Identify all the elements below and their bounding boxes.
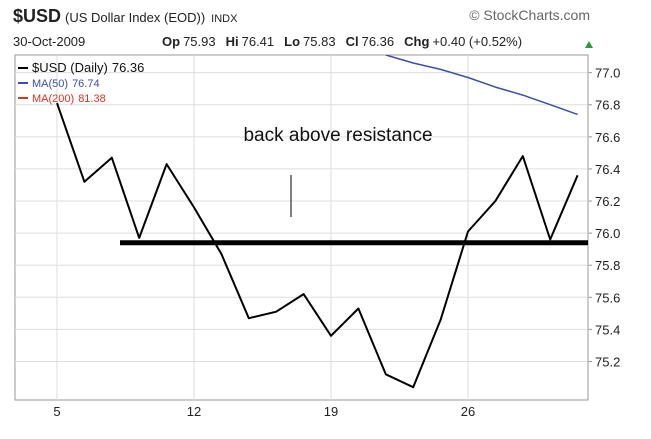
series-line bbox=[56, 102, 579, 389]
quote-value: 75.93 bbox=[183, 34, 216, 49]
legend-name: MA(50) bbox=[32, 78, 68, 90]
plot bbox=[56, 55, 588, 389]
x-tick-label: 12 bbox=[187, 404, 201, 419]
header-line: $USD (US Dollar Index (EOD)) INDX bbox=[13, 6, 238, 26]
symbol: $USD bbox=[13, 6, 61, 26]
plot-frame bbox=[14, 54, 589, 401]
y-tick-label: 76.0 bbox=[595, 226, 620, 241]
y-tick-label: 75.2 bbox=[595, 354, 620, 369]
legend-value: 81.38 bbox=[78, 93, 106, 105]
y-tick-label: 75.8 bbox=[595, 258, 620, 273]
quote-label: Op bbox=[162, 34, 180, 49]
y-tick-label: 76.8 bbox=[595, 98, 620, 113]
source: © StockCharts.com bbox=[469, 7, 590, 23]
x-tick-label: 5 bbox=[53, 404, 60, 419]
quote-value: 75.83 bbox=[303, 34, 336, 49]
annotation: back above resistance bbox=[243, 125, 432, 146]
y-tick-label: 76.6 bbox=[595, 130, 620, 145]
up-arrow bbox=[585, 41, 593, 48]
quote-label: Lo bbox=[284, 34, 300, 49]
series-line bbox=[385, 55, 578, 116]
quote-value: 76.36 bbox=[362, 34, 395, 49]
legend-value: 76.74 bbox=[72, 78, 100, 90]
quote-value: 76.41 bbox=[242, 34, 275, 49]
y-tick-label: 75.6 bbox=[595, 290, 620, 305]
y-tick-label: 76.4 bbox=[595, 162, 620, 177]
y-tick-label: 76.2 bbox=[595, 194, 620, 209]
date: 30-Oct-2009 bbox=[13, 34, 85, 49]
legend: $USD (Daily) 76.36 MA(50) 76.74 MA(200) 81.38 bbox=[18, 60, 144, 105]
x-tick-label: 19 bbox=[324, 404, 338, 419]
y-tick-label: 77.0 bbox=[595, 66, 620, 81]
quote-label: Hi bbox=[226, 34, 239, 49]
quote-label: Cl bbox=[346, 34, 359, 49]
legend-entry: $USD (Daily) 76.36 bbox=[32, 60, 144, 75]
legend-name: MA(200) bbox=[32, 93, 74, 105]
quote: Op 75.93 Hi 76.41 Lo 75.83 Cl 76.36 Chg +0.40 (+0… bbox=[162, 34, 522, 49]
legend-entry: MA(200) 81.38 bbox=[32, 93, 106, 105]
y-tick-label: 75.4 bbox=[595, 322, 620, 337]
legend-name: $USD (Daily) bbox=[32, 60, 108, 75]
index-name: (US Dollar Index (EOD)) bbox=[65, 10, 205, 25]
grid: 75.2 75.4 75.6 75.8 76.0 76.2 76.4 76.6 76.8 77.0… bbox=[15, 55, 620, 419]
exchange: INDX bbox=[211, 13, 238, 25]
quote-value: +0.40 (+0.52%) bbox=[432, 34, 522, 49]
quote-label: Chg bbox=[404, 34, 429, 49]
legend-entry: MA(50) 76.74 bbox=[32, 78, 100, 90]
x-tick-label: 26 bbox=[461, 404, 475, 419]
legend-value: 76.36 bbox=[112, 60, 145, 75]
